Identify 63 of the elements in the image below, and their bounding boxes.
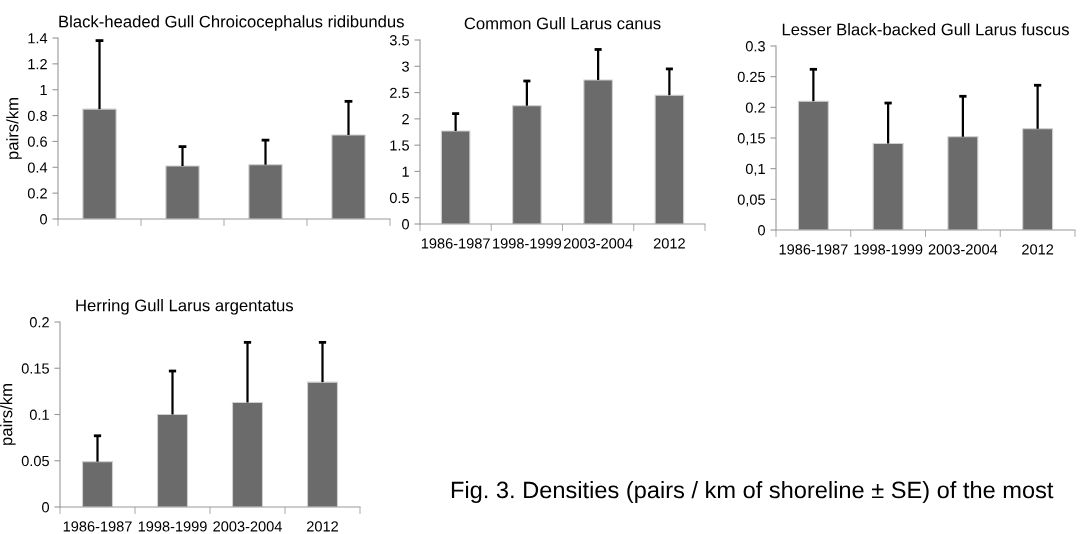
y-tick-label: 1 xyxy=(40,84,47,95)
y-tick-label: 1.5 xyxy=(390,140,409,151)
bar xyxy=(440,130,471,224)
chart-title: Black-headed Gull Chroicocephalus ridibundus xyxy=(59,15,404,31)
x-tick-label: 2012 xyxy=(1022,244,1054,255)
y-tick-label: 0.15 xyxy=(21,363,49,374)
chart-title: Herring Gull Larus argentatus xyxy=(76,299,294,315)
y-tick-label: 1.4 xyxy=(28,33,48,44)
x-tick-label: 1986-1987 xyxy=(779,244,848,255)
x-tick-label: 1998-1999 xyxy=(854,244,923,255)
bar xyxy=(1022,128,1054,230)
x-tick-label: 2003-2004 xyxy=(928,244,998,255)
x-tick-label: 2012 xyxy=(307,521,338,532)
y-tick-label: 3 xyxy=(402,61,409,72)
chart-title: Common Gull Larus canus xyxy=(464,17,661,30)
y-tick-label: 3.5 xyxy=(389,35,409,46)
y-tick-label: 0.4 xyxy=(27,162,48,173)
y-axis-title: pairs/km xyxy=(6,98,22,159)
y-tick-label: 0.1 xyxy=(29,409,49,420)
y-tick-label: 2.5 xyxy=(390,87,409,98)
y-tick-label: 0 xyxy=(758,225,766,236)
bar xyxy=(156,413,189,507)
y-tick-label: 0,05 xyxy=(737,194,765,207)
x-tick-label: 1998-1999 xyxy=(493,238,562,249)
x-tick-label: 1986-1987 xyxy=(63,521,132,532)
bar xyxy=(654,94,685,224)
bar xyxy=(512,105,542,224)
caption: Fig. 3. Densities (pairs / km of shoreline ± SE) of the most xyxy=(451,480,1054,504)
y-tick-label: 1.2 xyxy=(28,58,47,70)
y-tick-label: 0.2 xyxy=(27,188,47,199)
y-tick-label: 0 xyxy=(42,502,50,513)
bar xyxy=(583,79,613,224)
x-tick-label: 1998-1999 xyxy=(138,521,207,532)
y-tick-label: 0 xyxy=(402,219,410,230)
chart-title: Lesser Black-backed Gull Larus fuscus xyxy=(782,23,1069,36)
bar xyxy=(248,164,283,219)
y-tick-label: 0.05 xyxy=(21,455,49,467)
bar xyxy=(872,142,904,230)
x-tick-label: 1986-1987 xyxy=(421,238,490,249)
x-tick-label: 2003-2004 xyxy=(563,238,633,249)
y-tick-label: 0.2 xyxy=(29,317,49,328)
y-axis-title: pairs/km xyxy=(0,384,16,445)
bar xyxy=(81,461,114,507)
y-tick-label: 0.5 xyxy=(389,192,409,204)
y-tick-label: 0,15 xyxy=(737,133,765,146)
bar xyxy=(331,134,366,219)
x-tick-label: 2003-2004 xyxy=(213,521,282,532)
y-tick-label: 0 xyxy=(40,214,48,225)
y-tick-label: 0,1 xyxy=(745,163,765,176)
x-tick-label: 2012 xyxy=(653,238,685,249)
y-tick-label: 0.3 xyxy=(745,41,765,52)
bar xyxy=(306,381,339,507)
y-tick-label: 1 xyxy=(402,166,409,177)
bar xyxy=(82,108,117,219)
y-tick-label: 0.25 xyxy=(737,71,765,83)
y-tick-label: 0.2 xyxy=(745,102,765,113)
y-tick-label: 2 xyxy=(402,113,409,125)
bar xyxy=(947,136,979,230)
y-tick-label: 0.6 xyxy=(27,136,47,147)
y-tick-label: 0.8 xyxy=(27,110,47,121)
bar xyxy=(165,165,200,219)
bar xyxy=(797,100,829,230)
bar xyxy=(231,401,264,507)
